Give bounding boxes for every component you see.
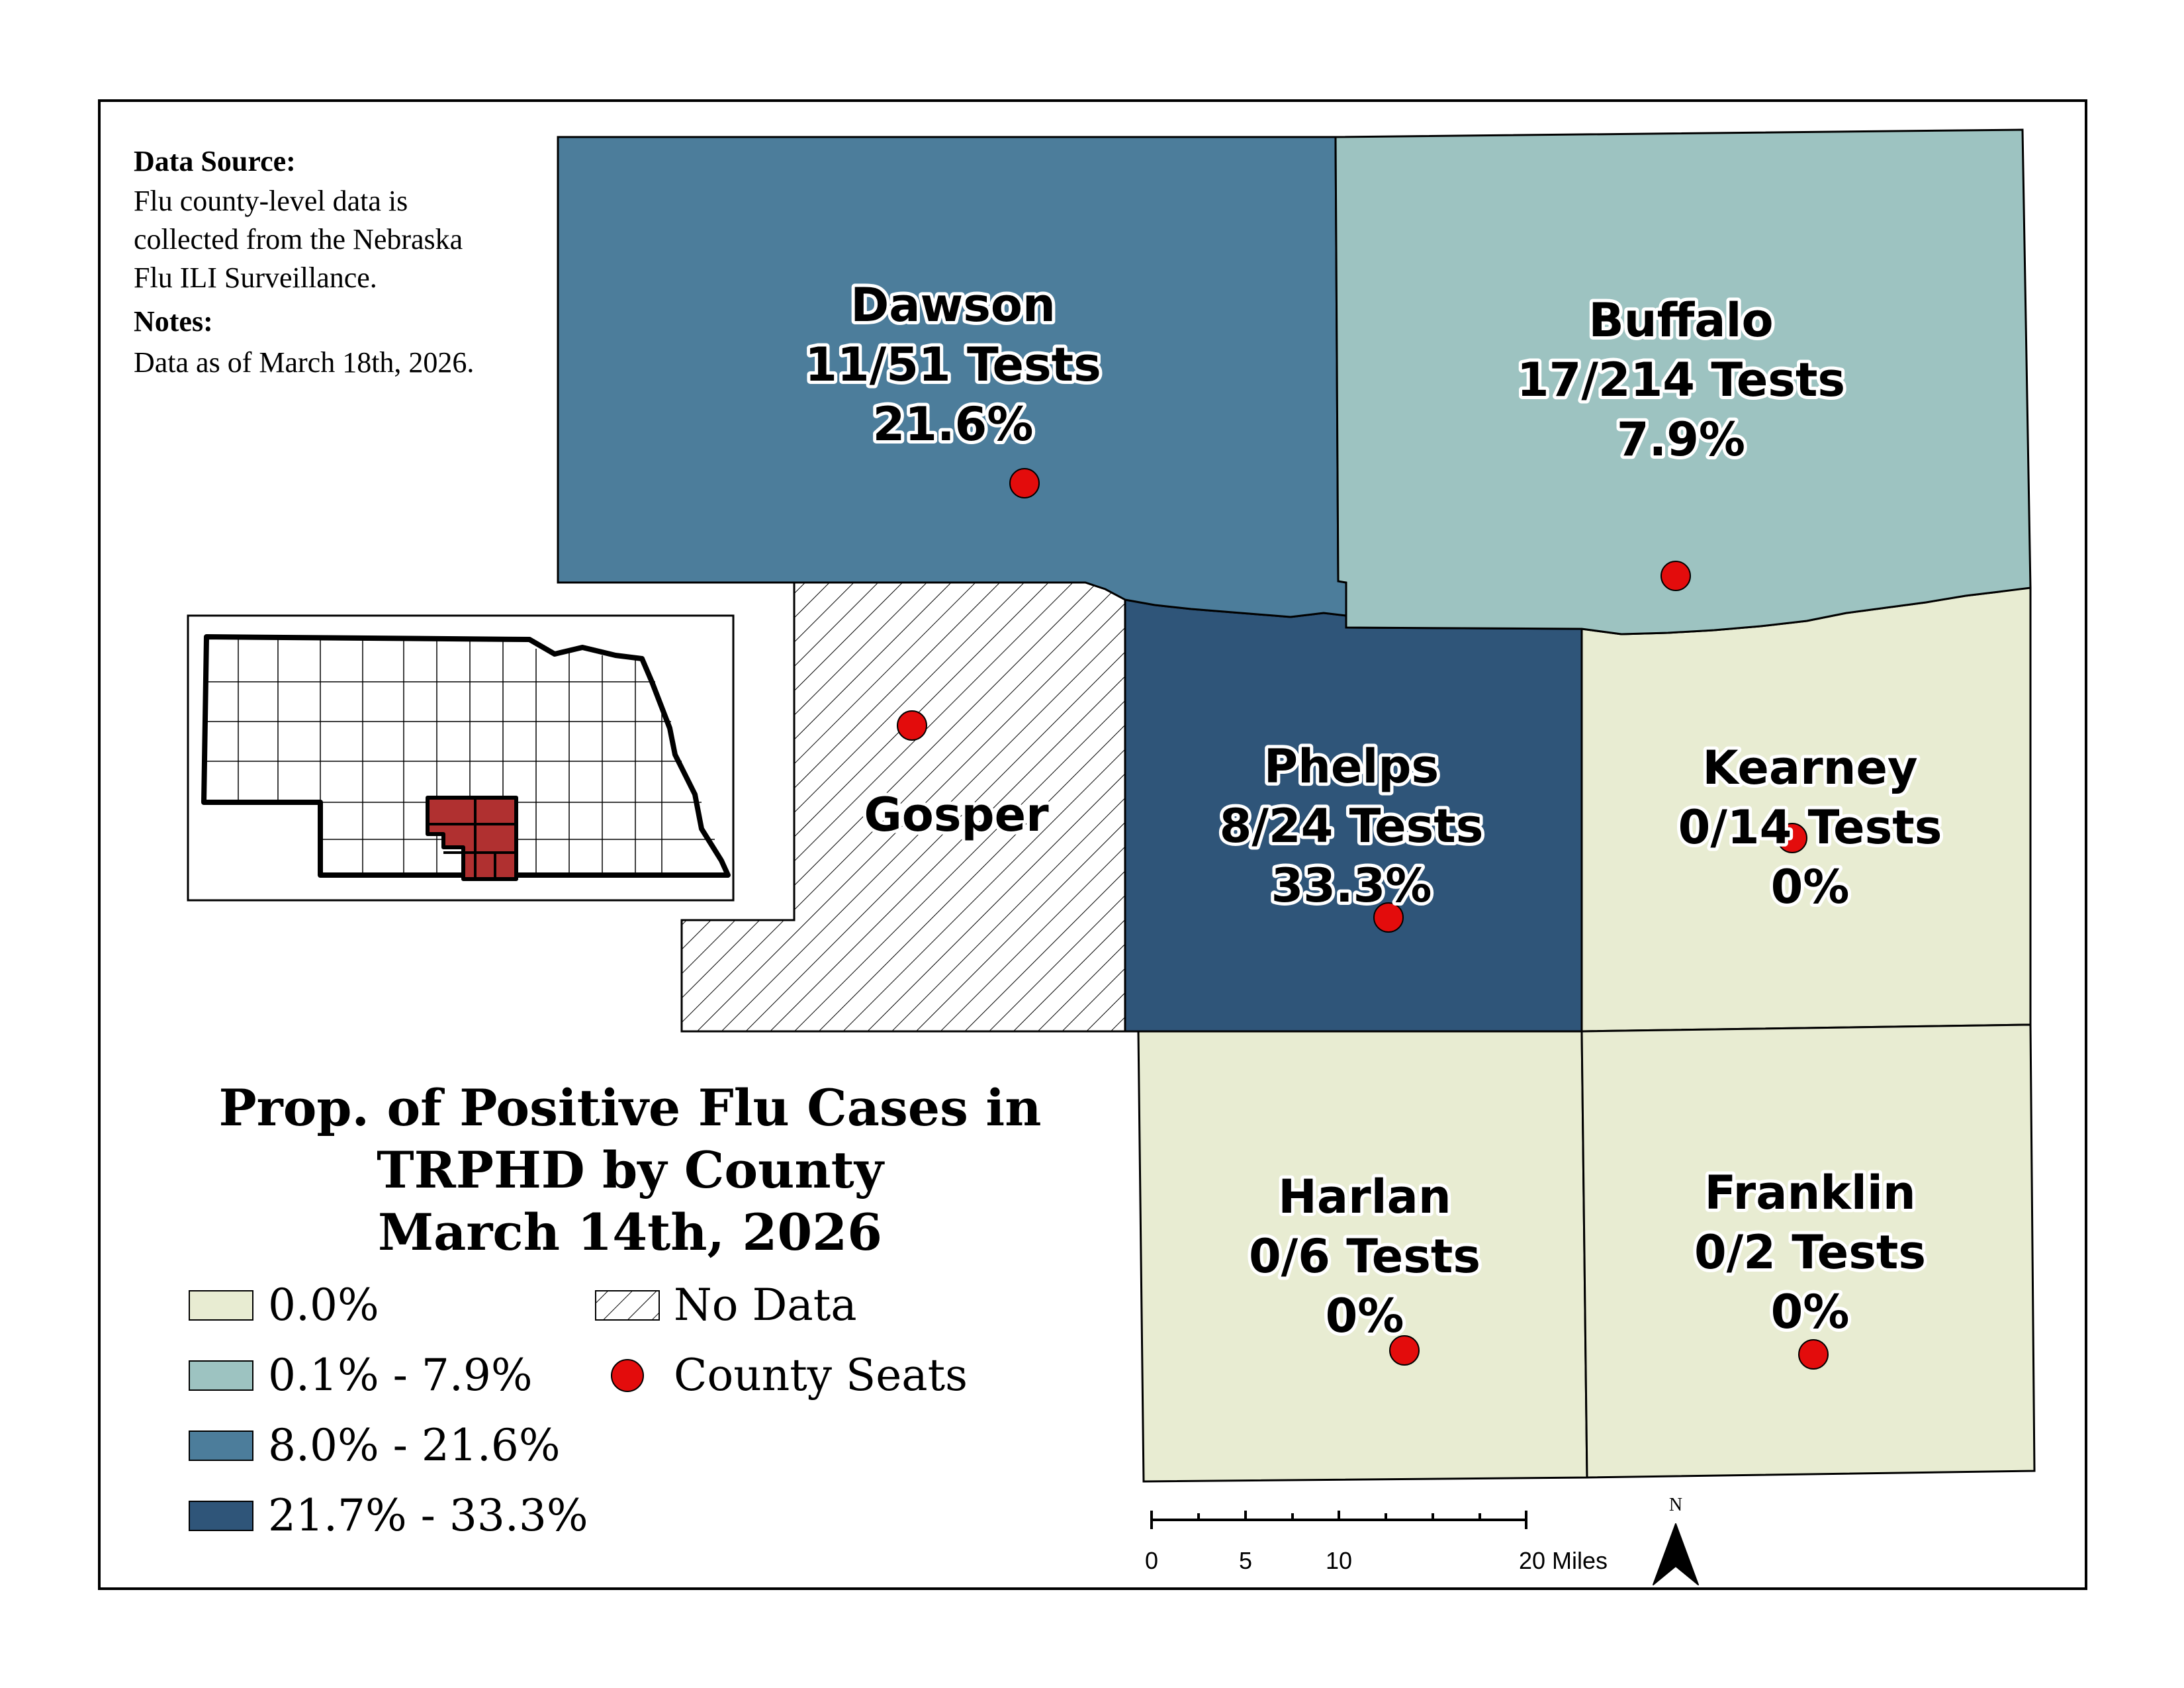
scale-tick-20-miles: 20 Miles — [1519, 1547, 1608, 1574]
title-line-1: Prop. of Positive Flu Cases in — [219, 1078, 1042, 1137]
county-tests: 0/14 Tests — [1678, 800, 1942, 855]
county-franklin[interactable] — [1580, 1023, 2036, 1479]
county-name: Harlan — [1278, 1170, 1451, 1224]
legend-swatch-class3 — [189, 1430, 253, 1461]
county-buffalo[interactable] — [1334, 128, 2032, 635]
label-gosper: Gosper — [860, 784, 1052, 845]
county-seat-dawson[interactable] — [1009, 468, 1040, 498]
scale-tick-10: 10 — [1326, 1547, 1352, 1574]
county-name: Kearney — [1702, 741, 1917, 795]
county-percent: 0% — [1771, 860, 1850, 914]
info-box: Data Source: Flu county-level data is co… — [134, 145, 474, 379]
county-percent: 21.6% — [873, 397, 1034, 451]
legend-label-class3: 8.0% - 21.6% — [268, 1420, 561, 1471]
trphd-region-highlight — [426, 796, 518, 881]
county-seat-phelps[interactable] — [1373, 902, 1404, 933]
legend-swatch-no-data — [595, 1290, 660, 1321]
county-percent: 0% — [1326, 1289, 1404, 1343]
county-percent: 7.9% — [1617, 412, 1745, 467]
county-name: Dawson — [850, 278, 1056, 332]
county-seat-harlan[interactable] — [1389, 1335, 1420, 1366]
source-line-2: collected from the Nebraska — [134, 223, 463, 256]
legend-label-class2: 0.1% - 7.9% — [268, 1350, 533, 1401]
map-frame — [98, 99, 2087, 1590]
label-kearney: Kearney 0/14 Tests 0% — [1675, 737, 1946, 917]
title-line-2: TRPHD by County — [377, 1141, 885, 1199]
legend-label-class4: 21.7% - 33.3% — [268, 1490, 588, 1541]
county-percent: 33.3% — [1271, 859, 1432, 913]
north-arrow-icon: N — [1653, 1495, 1699, 1585]
source-line-3: Flu ILI Surveillance. — [134, 261, 377, 294]
county-name: Franklin — [1704, 1166, 1915, 1220]
county-seat-kearney[interactable] — [1777, 823, 1807, 853]
label-phelps: Phelps 8/24 Tests 33.3% — [1216, 736, 1487, 916]
legend-label-county-seats: County Seats — [674, 1350, 968, 1401]
label-harlan: Harlan 0/6 Tests 0% — [1246, 1166, 1484, 1346]
county-tests: 0/6 Tests — [1249, 1229, 1480, 1284]
notes-heading: Notes: — [134, 305, 213, 338]
scale-tick-0: 0 — [1145, 1547, 1158, 1574]
locator-inset — [187, 614, 735, 902]
county-name: Gosper — [864, 788, 1049, 842]
scale-bar — [1150, 1511, 1527, 1529]
notes-line-1: Data as of March 18th, 2026. — [134, 346, 474, 379]
county-tests: 11/51 Tests — [805, 338, 1101, 392]
source-heading: Data Source: — [134, 145, 296, 177]
legend-label-no-data: No Data — [674, 1280, 857, 1331]
county-tests: 0/2 Tests — [1694, 1225, 1926, 1280]
county-percent: 0% — [1771, 1285, 1850, 1339]
county-seat-franklin[interactable] — [1798, 1339, 1829, 1370]
legend-swatch-class1 — [189, 1290, 253, 1321]
nebraska-outline — [201, 634, 731, 881]
scale-tick-5: 5 — [1239, 1547, 1252, 1574]
county-tests: 17/214 Tests — [1517, 353, 1845, 407]
map-title: Prop. of Positive Flu Cases in TRPHD by … — [219, 1078, 1042, 1262]
legend-label-class1: 0.0% — [268, 1280, 379, 1331]
county-tests: 8/24 Tests — [1220, 799, 1484, 853]
legend-swatch-class4 — [189, 1501, 253, 1531]
county-name: Phelps — [1264, 739, 1439, 794]
legend-county-seat-symbol — [611, 1359, 644, 1392]
title-line-3: March 14th, 2026 — [378, 1203, 882, 1262]
county-seat-buffalo[interactable] — [1661, 561, 1691, 591]
county-seat-gosper[interactable] — [897, 710, 927, 741]
north-label: N — [1669, 1495, 1682, 1515]
label-dawson: Dawson 11/51 Tests 21.6% — [801, 275, 1104, 455]
county-name: Buffalo — [1588, 293, 1773, 348]
label-buffalo: Buffalo 17/214 Tests 7.9% — [1514, 290, 1848, 470]
label-franklin: Franklin 0/2 Tests 0% — [1691, 1162, 1929, 1342]
source-line-1: Flu county-level data is — [134, 185, 408, 217]
legend: 0.0% 0.1% - 7.9% 8.0% - 21.6% 21.7% - 33… — [189, 1280, 968, 1541]
legend-swatch-class2 — [189, 1360, 253, 1391]
